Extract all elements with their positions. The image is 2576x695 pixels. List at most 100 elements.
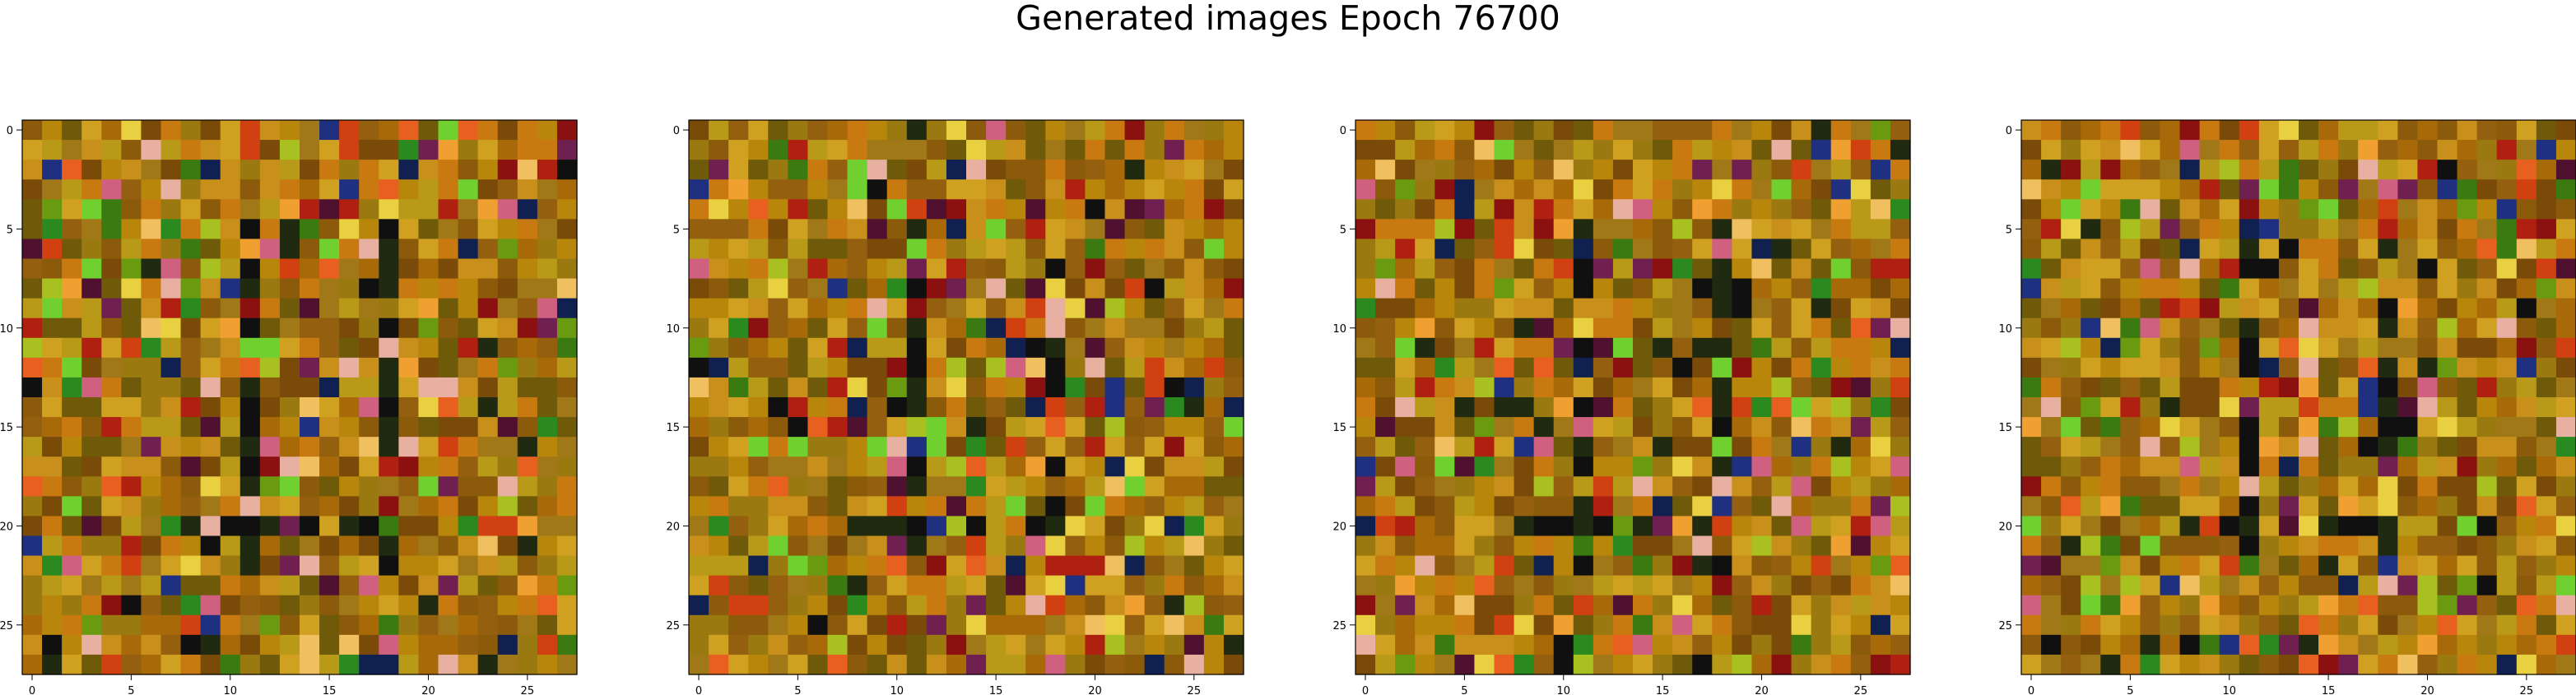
pixel-cell xyxy=(2081,437,2101,457)
pixel-cell xyxy=(300,298,320,319)
pixel-cell xyxy=(2239,140,2260,160)
pixel-cell xyxy=(807,476,829,497)
pixel-cell xyxy=(2278,199,2299,220)
pixel-cell xyxy=(1712,476,1732,497)
pixel-cell xyxy=(1811,357,1832,378)
pixel-cell xyxy=(2476,357,2498,378)
pixel-cell xyxy=(2100,496,2121,517)
pixel-cell xyxy=(121,278,142,299)
pixel-cell xyxy=(1203,575,1225,596)
pixel-cell xyxy=(300,377,320,398)
pixel-cell xyxy=(22,258,43,280)
pixel-cell xyxy=(2476,199,2498,220)
pixel-cell xyxy=(689,516,709,537)
pixel-cell xyxy=(1811,417,1832,438)
pixel-cell xyxy=(556,614,578,636)
pixel-cell xyxy=(1573,437,1594,457)
pixel-cell xyxy=(2555,595,2576,616)
pixel-cell xyxy=(906,496,928,517)
pixel-cell xyxy=(1395,357,1416,378)
pixel-cell xyxy=(2338,298,2359,319)
pixel-cell xyxy=(2555,337,2576,359)
pixel-cell xyxy=(886,555,908,577)
pixel-cell xyxy=(1751,397,1773,418)
pixel-cell xyxy=(517,377,538,398)
pixel-cell xyxy=(1870,258,1891,280)
pixel-cell xyxy=(2397,575,2419,596)
pixel-cell xyxy=(279,516,300,537)
pixel-cell xyxy=(1514,614,1535,636)
pixel-cell xyxy=(1164,397,1185,418)
pixel-cell xyxy=(2516,476,2537,497)
pixel-cell xyxy=(906,654,928,675)
pixel-cell xyxy=(497,317,518,339)
pixel-cell xyxy=(1612,417,1634,438)
pixel-cell xyxy=(537,199,558,220)
pixel-cell xyxy=(1553,535,1574,557)
pixel-cell xyxy=(2041,278,2062,299)
pixel-cell xyxy=(2358,337,2378,359)
pixel-cell xyxy=(339,199,360,220)
pixel-cell xyxy=(2299,239,2319,260)
pixel-cell xyxy=(200,595,221,616)
pixel-cell xyxy=(300,278,320,299)
pixel-cell xyxy=(339,160,360,180)
pixel-cell xyxy=(1791,575,1812,596)
pixel-cell xyxy=(497,140,518,160)
pixel-cell xyxy=(458,496,479,517)
pixel-cell xyxy=(359,614,379,636)
pixel-cell xyxy=(2061,377,2081,398)
pixel-cell xyxy=(926,516,947,537)
pixel-cell xyxy=(1890,614,1911,636)
pixel-cell xyxy=(926,337,947,359)
pixel-cell xyxy=(200,516,221,537)
pixel-cell xyxy=(986,337,1007,359)
pixel-cell xyxy=(946,377,967,398)
pixel-cell xyxy=(1633,634,1653,656)
pixel-cell xyxy=(477,298,499,319)
pixel-cell xyxy=(1791,258,1812,280)
pixel-cell xyxy=(2378,476,2398,497)
pixel-cell xyxy=(1183,337,1205,359)
pixel-cell xyxy=(1355,654,1376,675)
pixel-cell xyxy=(2338,258,2359,280)
pixel-cell xyxy=(379,199,399,220)
pixel-cell xyxy=(886,377,908,398)
pixel-cell xyxy=(1811,555,1832,577)
pixel-cell xyxy=(81,456,102,477)
pixel-cell xyxy=(2041,219,2062,240)
pixel-cell xyxy=(1890,258,1911,280)
pixel-cell xyxy=(1850,634,1872,656)
pixel-cell xyxy=(1653,140,1673,160)
pixel-cell xyxy=(1732,476,1753,497)
figure-title: Generated images Epoch 76700 xyxy=(1016,0,1560,38)
pixel-cell xyxy=(2457,555,2478,577)
pixel-cell xyxy=(2041,357,2062,378)
pixel-cell xyxy=(537,357,558,378)
pixel-cell xyxy=(2358,317,2378,339)
pixel-cell xyxy=(1692,456,1713,477)
pixel-cell xyxy=(1395,456,1416,477)
pixel-cell xyxy=(1712,239,1732,260)
pixel-cell xyxy=(1712,535,1732,557)
pixel-cell xyxy=(1454,199,1476,220)
pixel-cell xyxy=(319,496,340,517)
pixel-cell xyxy=(300,417,320,438)
pixel-cell xyxy=(2358,258,2378,280)
pixel-cell xyxy=(1830,614,1852,636)
pixel-cell xyxy=(1065,278,1086,299)
pixel-cell xyxy=(689,437,709,457)
pixel-cell xyxy=(1751,278,1773,299)
pixel-cell xyxy=(1830,476,1852,497)
pixel-cell xyxy=(1494,179,1515,200)
pixel-cell xyxy=(728,160,749,180)
pixel-cell xyxy=(2338,397,2359,418)
pixel-cell xyxy=(1164,575,1185,596)
pixel-cell xyxy=(1104,199,1126,220)
pixel-cell xyxy=(847,179,868,200)
pixel-cell xyxy=(2555,377,2576,398)
pixel-cell xyxy=(728,555,749,577)
y-tick-label: 10 xyxy=(666,323,680,336)
pixel-cell xyxy=(537,377,558,398)
pixel-cell xyxy=(1454,634,1476,656)
